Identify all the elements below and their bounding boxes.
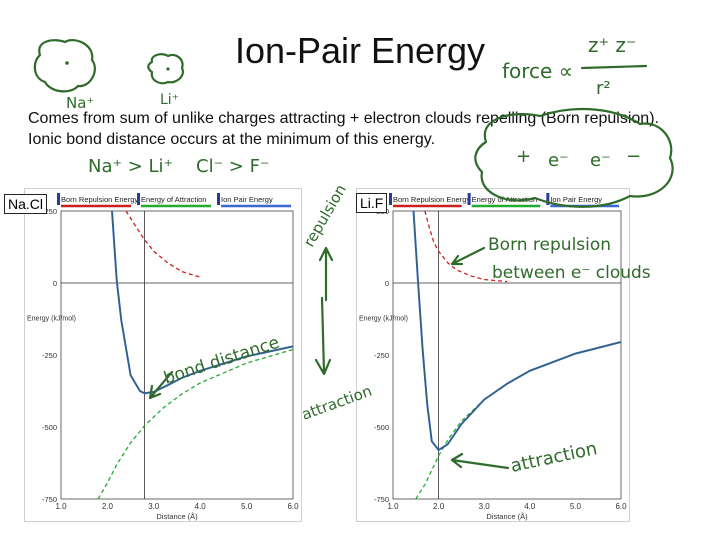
y-axis-label: Energy (kJ/mol) [27,315,76,322]
lif-chart-panel: Born Repulsion Energy Energy of Attractio… [356,188,630,522]
legend-marker [137,193,140,205]
x-tick-label: 1.0 [55,502,67,511]
x-tick-label: 4.0 [195,502,207,511]
x-tick-label: 5.0 [570,502,582,511]
nacl-chart-panel: Born Repulsion Energy Energy of Attractio… [24,188,302,522]
repulsion-note: repulsion [300,181,350,250]
y-tick-label: -250 [374,351,389,360]
legend-entry: Born Repulsion Energy [61,195,138,204]
repulsion-arrow [318,246,334,302]
force-denominator: r² [596,78,611,99]
legend-entry: Ion Pair Energy [221,195,273,204]
series-line [125,210,201,278]
ion-size-compare-cations: Na⁺ > Li⁺ [88,156,173,177]
y-tick-label: -750 [374,495,389,504]
x-axis-label: Distance (Å) [486,512,528,521]
y-tick-label: 0 [385,279,389,288]
legend-marker [389,193,392,205]
legend-entry: Ion Pair Energy [550,195,602,204]
x-tick-label: 4.0 [524,502,536,511]
legend-marker [217,193,220,205]
x-tick-label: 1.0 [387,502,399,511]
series-line [424,210,508,283]
li-ion-label: Li⁺ [160,92,179,108]
legend-marker [546,193,550,205]
body-line-2: Ionic bond distance occurs at the minimu… [28,131,436,148]
y-tick-label: -500 [42,423,57,432]
legend-entry: Energy of Attraction [141,195,206,204]
lif-label: Li.F [356,193,388,213]
y-axis-label: Energy (kJ/mol) [359,315,408,322]
y-tick-label: 250 [44,207,57,216]
electron-2: e⁻ [590,150,611,171]
legend-marker [57,193,60,205]
legend-entry: Energy of Attraction [472,195,537,204]
legend-entry: Born Repulsion Energy [393,195,470,204]
nacl-label: Na.Cl [4,194,48,214]
x-tick-label: 6.0 [287,502,299,511]
y-tick-label: 0 [53,279,57,288]
x-tick-label: 3.0 [148,502,160,511]
legend-marker [467,193,471,205]
plot-area [392,210,622,500]
electron-1: e⁻ [548,150,569,171]
ion-size-compare-anions: Cl⁻ > F⁻ [196,156,269,177]
x-axis-label: Distance (Å) [156,512,198,521]
nacl-energy-chart: Born Repulsion Energy Energy of Attractio… [27,193,299,521]
x-tick-label: 2.0 [433,502,445,511]
attraction-arrow [314,296,332,376]
y-tick-label: -750 [42,495,57,504]
series-line [97,348,294,500]
chart-legend: Born Repulsion Energy Energy of Attractio… [57,193,291,208]
y-tick-label: -250 [42,351,57,360]
x-tick-label: 3.0 [479,502,491,511]
body-line-1: Comes from sum of unlike charges attract… [28,110,659,127]
series-line-trace [412,210,622,451]
x-tick-label: 6.0 [615,502,627,511]
y-tick-label: -500 [374,423,389,432]
slide-title: Ion-Pair Energy [234,30,486,71]
x-tick-label: 2.0 [102,502,114,511]
plot-area [60,210,294,500]
slide-body: Comes from sum of unlike charges attract… [28,108,708,150]
x-tick-label: 5.0 [241,502,253,511]
chart-legend: Born Repulsion Energy Energy of Attractio… [389,193,619,208]
lif-energy-chart: Born Repulsion Energy Energy of Attractio… [359,193,627,521]
